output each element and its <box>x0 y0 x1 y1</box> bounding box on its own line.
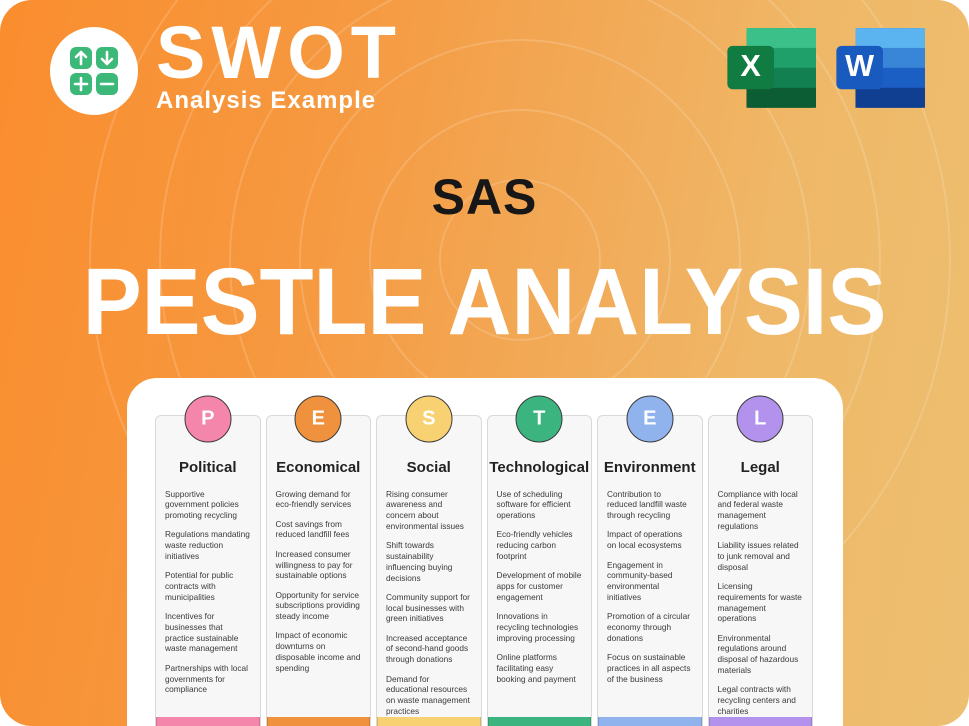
svg-text:W: W <box>845 49 874 83</box>
svg-text:X: X <box>740 49 761 83</box>
